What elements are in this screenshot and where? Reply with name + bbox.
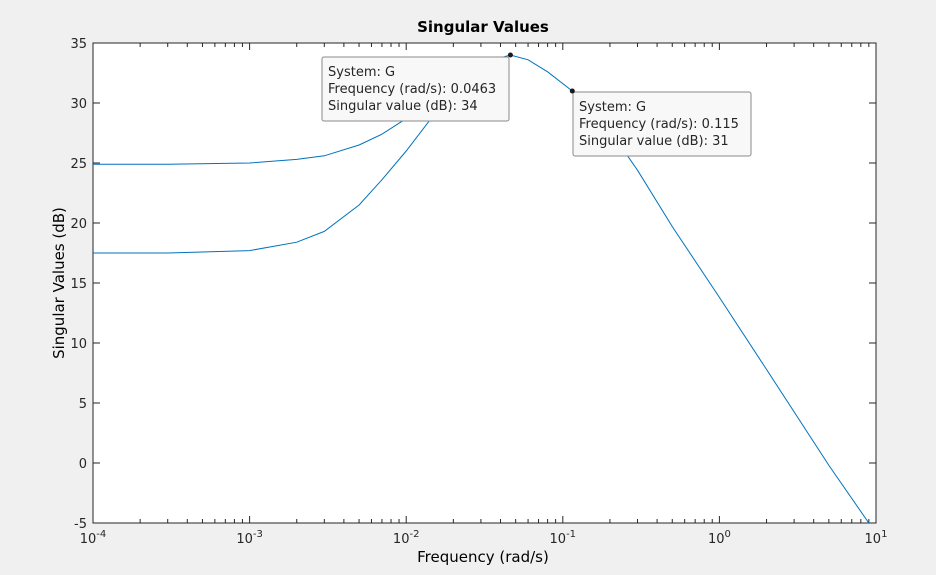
y-tick-label: -5	[74, 517, 87, 532]
x-tick-base: 10	[393, 532, 410, 547]
datatip-line: Frequency (rad/s): 0.115	[579, 117, 739, 132]
datatip-group: System: G Frequency (rad/s): 0.0463 Singul…	[321, 52, 752, 157]
x-tick-base: 10	[865, 532, 882, 547]
x-tick-base: 10	[80, 532, 97, 547]
datatip-line: System: G	[328, 65, 395, 80]
y-tick-label: 20	[70, 217, 87, 232]
datatip-line: Frequency (rad/s): 0.0463	[328, 82, 496, 97]
y-tick-label: 15	[70, 277, 87, 292]
datatip-marker[interactable]	[507, 52, 513, 58]
x-tick-label: 101	[865, 529, 888, 547]
x-tick-label: 100	[708, 529, 731, 547]
datatip[interactable]: System: G Frequency (rad/s): 0.0463 Singul…	[321, 52, 513, 122]
x-axis-label: Frequency (rad/s)	[417, 548, 549, 566]
x-tick-base: 10	[550, 532, 567, 547]
datatip-line: System: G	[579, 100, 646, 115]
y-axis-label: Singular Values (dB)	[50, 207, 68, 359]
x-tick-exponent: -4	[96, 529, 106, 540]
major-ticks	[92, 42, 877, 524]
y-tick-label: 5	[79, 397, 87, 412]
minor-ticks	[139, 43, 870, 523]
datatip-marker[interactable]	[569, 88, 575, 94]
x-tick-label: 10-4	[80, 529, 107, 547]
x-tick-label: 10-1	[550, 529, 577, 547]
datatip-line: Singular value (dB): 34	[328, 99, 478, 114]
y-tick-label: 0	[79, 457, 87, 472]
y-tick-label: 10	[70, 337, 87, 352]
x-tick-exponent: -2	[409, 529, 419, 540]
y-tick-labels: -5 0 5 10 15 20 25 30 35	[70, 37, 87, 532]
y-tick-label: 25	[70, 157, 87, 172]
x-tick-label: 10-3	[236, 529, 263, 547]
x-tick-base: 10	[236, 532, 253, 547]
datatip-box	[321, 56, 510, 122]
y-tick-label: 35	[70, 37, 87, 52]
x-tick-exponent: -3	[253, 529, 263, 540]
datatip-line: Singular value (dB): 31	[579, 134, 729, 149]
x-tick-exponent: 1	[881, 529, 887, 540]
x-tick-label: 10-2	[393, 529, 420, 547]
x-tick-exponent: 0	[724, 529, 730, 540]
x-tick-labels: 10-4 10-3 10-2 10-1 100 101	[80, 529, 888, 547]
datatip-box	[572, 91, 752, 157]
chart-title: Singular Values	[417, 18, 549, 36]
y-tick-label: 30	[70, 97, 87, 112]
x-tick-base: 10	[708, 532, 725, 547]
datatip[interactable]: System: G Frequency (rad/s): 0.115 Singula…	[569, 88, 752, 157]
x-tick-exponent: -1	[566, 529, 576, 540]
